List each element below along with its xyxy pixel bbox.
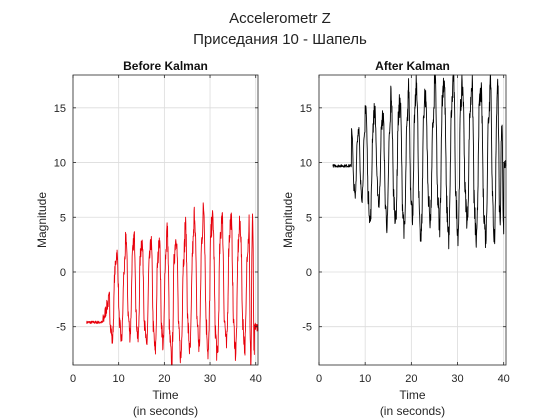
y-tick-label: 0 xyxy=(60,267,66,279)
x-tick-label: 10 xyxy=(113,373,125,385)
x-tick-label: 0 xyxy=(70,373,76,385)
axes-frame xyxy=(72,74,259,366)
y-tick-label: 5 xyxy=(306,212,312,224)
x-axis-sublabel: (in seconds) xyxy=(133,404,198,418)
axes-frame xyxy=(318,74,507,366)
y-tick-label: 0 xyxy=(306,267,312,279)
y-axis-label: Magnitude xyxy=(35,192,49,248)
y-tick-label: 15 xyxy=(300,103,312,115)
x-tick-label: 40 xyxy=(498,373,510,385)
axes-title: After Kalman xyxy=(375,59,450,73)
x-tick-label: 40 xyxy=(250,373,262,385)
y-tick-label: -5 xyxy=(302,322,312,334)
figure-subtitle: Приседания 10 - Шапель xyxy=(193,31,367,48)
x-tick-label: 20 xyxy=(405,373,417,385)
x-tick-label: 20 xyxy=(158,373,170,385)
y-tick-label: 10 xyxy=(54,158,66,170)
y-tick-label: 5 xyxy=(60,212,66,224)
axes-title: Before Kalman xyxy=(123,59,208,73)
y-axis-label: Magnitude xyxy=(281,192,295,248)
x-tick-label: 10 xyxy=(359,373,371,385)
x-axis-label: Time xyxy=(399,388,426,402)
series-line xyxy=(332,74,507,250)
x-axis-label: Time xyxy=(152,388,179,402)
y-tick-label: 10 xyxy=(300,158,312,170)
y-tick-label: -5 xyxy=(56,322,66,334)
x-tick-label: 30 xyxy=(451,373,463,385)
x-tick-label: 30 xyxy=(204,373,216,385)
axes-before-kalman: 0 10 20 30 40 -5 0 5 10 15 Before Kalman Time (in se… xyxy=(35,59,262,418)
axes-after-kalman: 0 10 20 30 40 -5 0 5 10 15 After Kalman Time (in sec… xyxy=(281,59,510,418)
series-line xyxy=(86,202,259,366)
figure-title: Accelerometr Z xyxy=(229,10,331,27)
y-tick-label: 15 xyxy=(54,103,66,115)
x-axis-sublabel: (in seconds) xyxy=(380,404,445,418)
x-tick-label: 0 xyxy=(316,373,322,385)
